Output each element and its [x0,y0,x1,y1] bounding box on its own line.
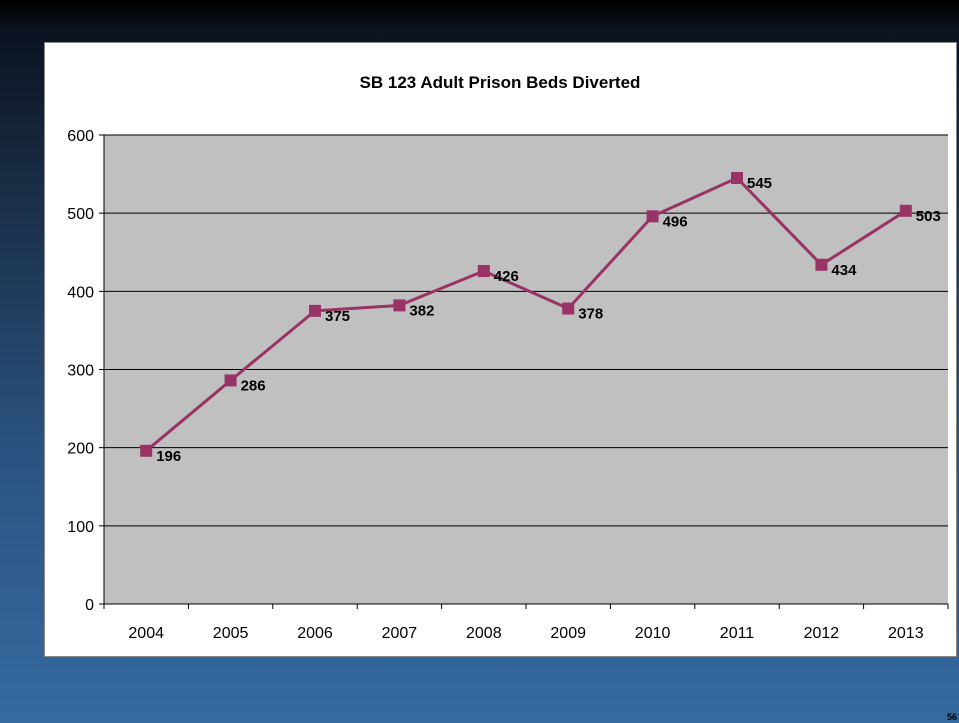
data-point-marker [899,204,912,217]
x-tick-label: 2004 [128,625,164,642]
data-label: 382 [409,302,434,319]
data-label: 375 [325,308,350,325]
y-tick-label: 100 [67,519,94,536]
data-label: 545 [747,175,772,192]
data-label: 286 [241,377,266,394]
y-tick-label: 300 [67,363,94,380]
data-point-marker [477,265,490,278]
x-tick-label: 2007 [382,625,418,642]
x-axis-tick-labels: 2004 2005 2006 2007 2008 2009 2010 2011 2012 2013 [128,625,923,642]
series-line [145,176,907,452]
x-tick-label: 2011 [720,625,755,642]
data-label: 426 [494,268,519,285]
data-label: 196 [156,448,181,465]
y-tick-label: 200 [67,441,94,458]
page-number: 56 [946,712,957,722]
x-tick-label: 2013 [888,625,924,642]
data-markers [140,171,912,457]
data-point-marker [731,171,743,184]
data-point-marker [562,302,575,315]
y-tick-label: 400 [67,284,94,301]
chart-frame: SB 123 Adult Prison Beds Diverted 0 100 20… [44,42,957,657]
series-line-group [145,176,907,452]
line-chart: SB 123 Adult Prison Beds Diverted 0 100 20… [67,73,949,642]
data-label: 496 [663,213,688,230]
y-tick-label: 0 [85,597,94,614]
y-tick-label: 500 [67,206,94,223]
x-tick-label: 2008 [466,625,502,642]
y-axis-tick-labels: 0 100 200 300 400 500 600 [67,128,94,614]
x-tick-label: 2006 [297,625,333,642]
axes [99,134,949,609]
data-labels: 196 286 375 382 426 378 496 545 434 503 [156,175,941,465]
chart-title: SB 123 Adult Prison Beds Diverted [360,73,641,92]
x-tick-label: 2010 [635,625,671,642]
x-tick-label: 2009 [550,625,586,642]
data-point-marker [224,374,237,387]
data-point-marker [646,210,659,223]
data-label: 434 [831,262,857,279]
data-label: 378 [578,306,603,323]
data-point-marker [140,444,153,457]
data-label: 503 [916,208,941,225]
x-tick-label: 2012 [804,625,840,642]
data-point-marker [815,258,828,271]
y-tick-label: 600 [67,128,94,145]
x-tick-label: 2005 [213,625,249,642]
data-point-marker [309,304,321,317]
data-point-marker [393,299,406,312]
